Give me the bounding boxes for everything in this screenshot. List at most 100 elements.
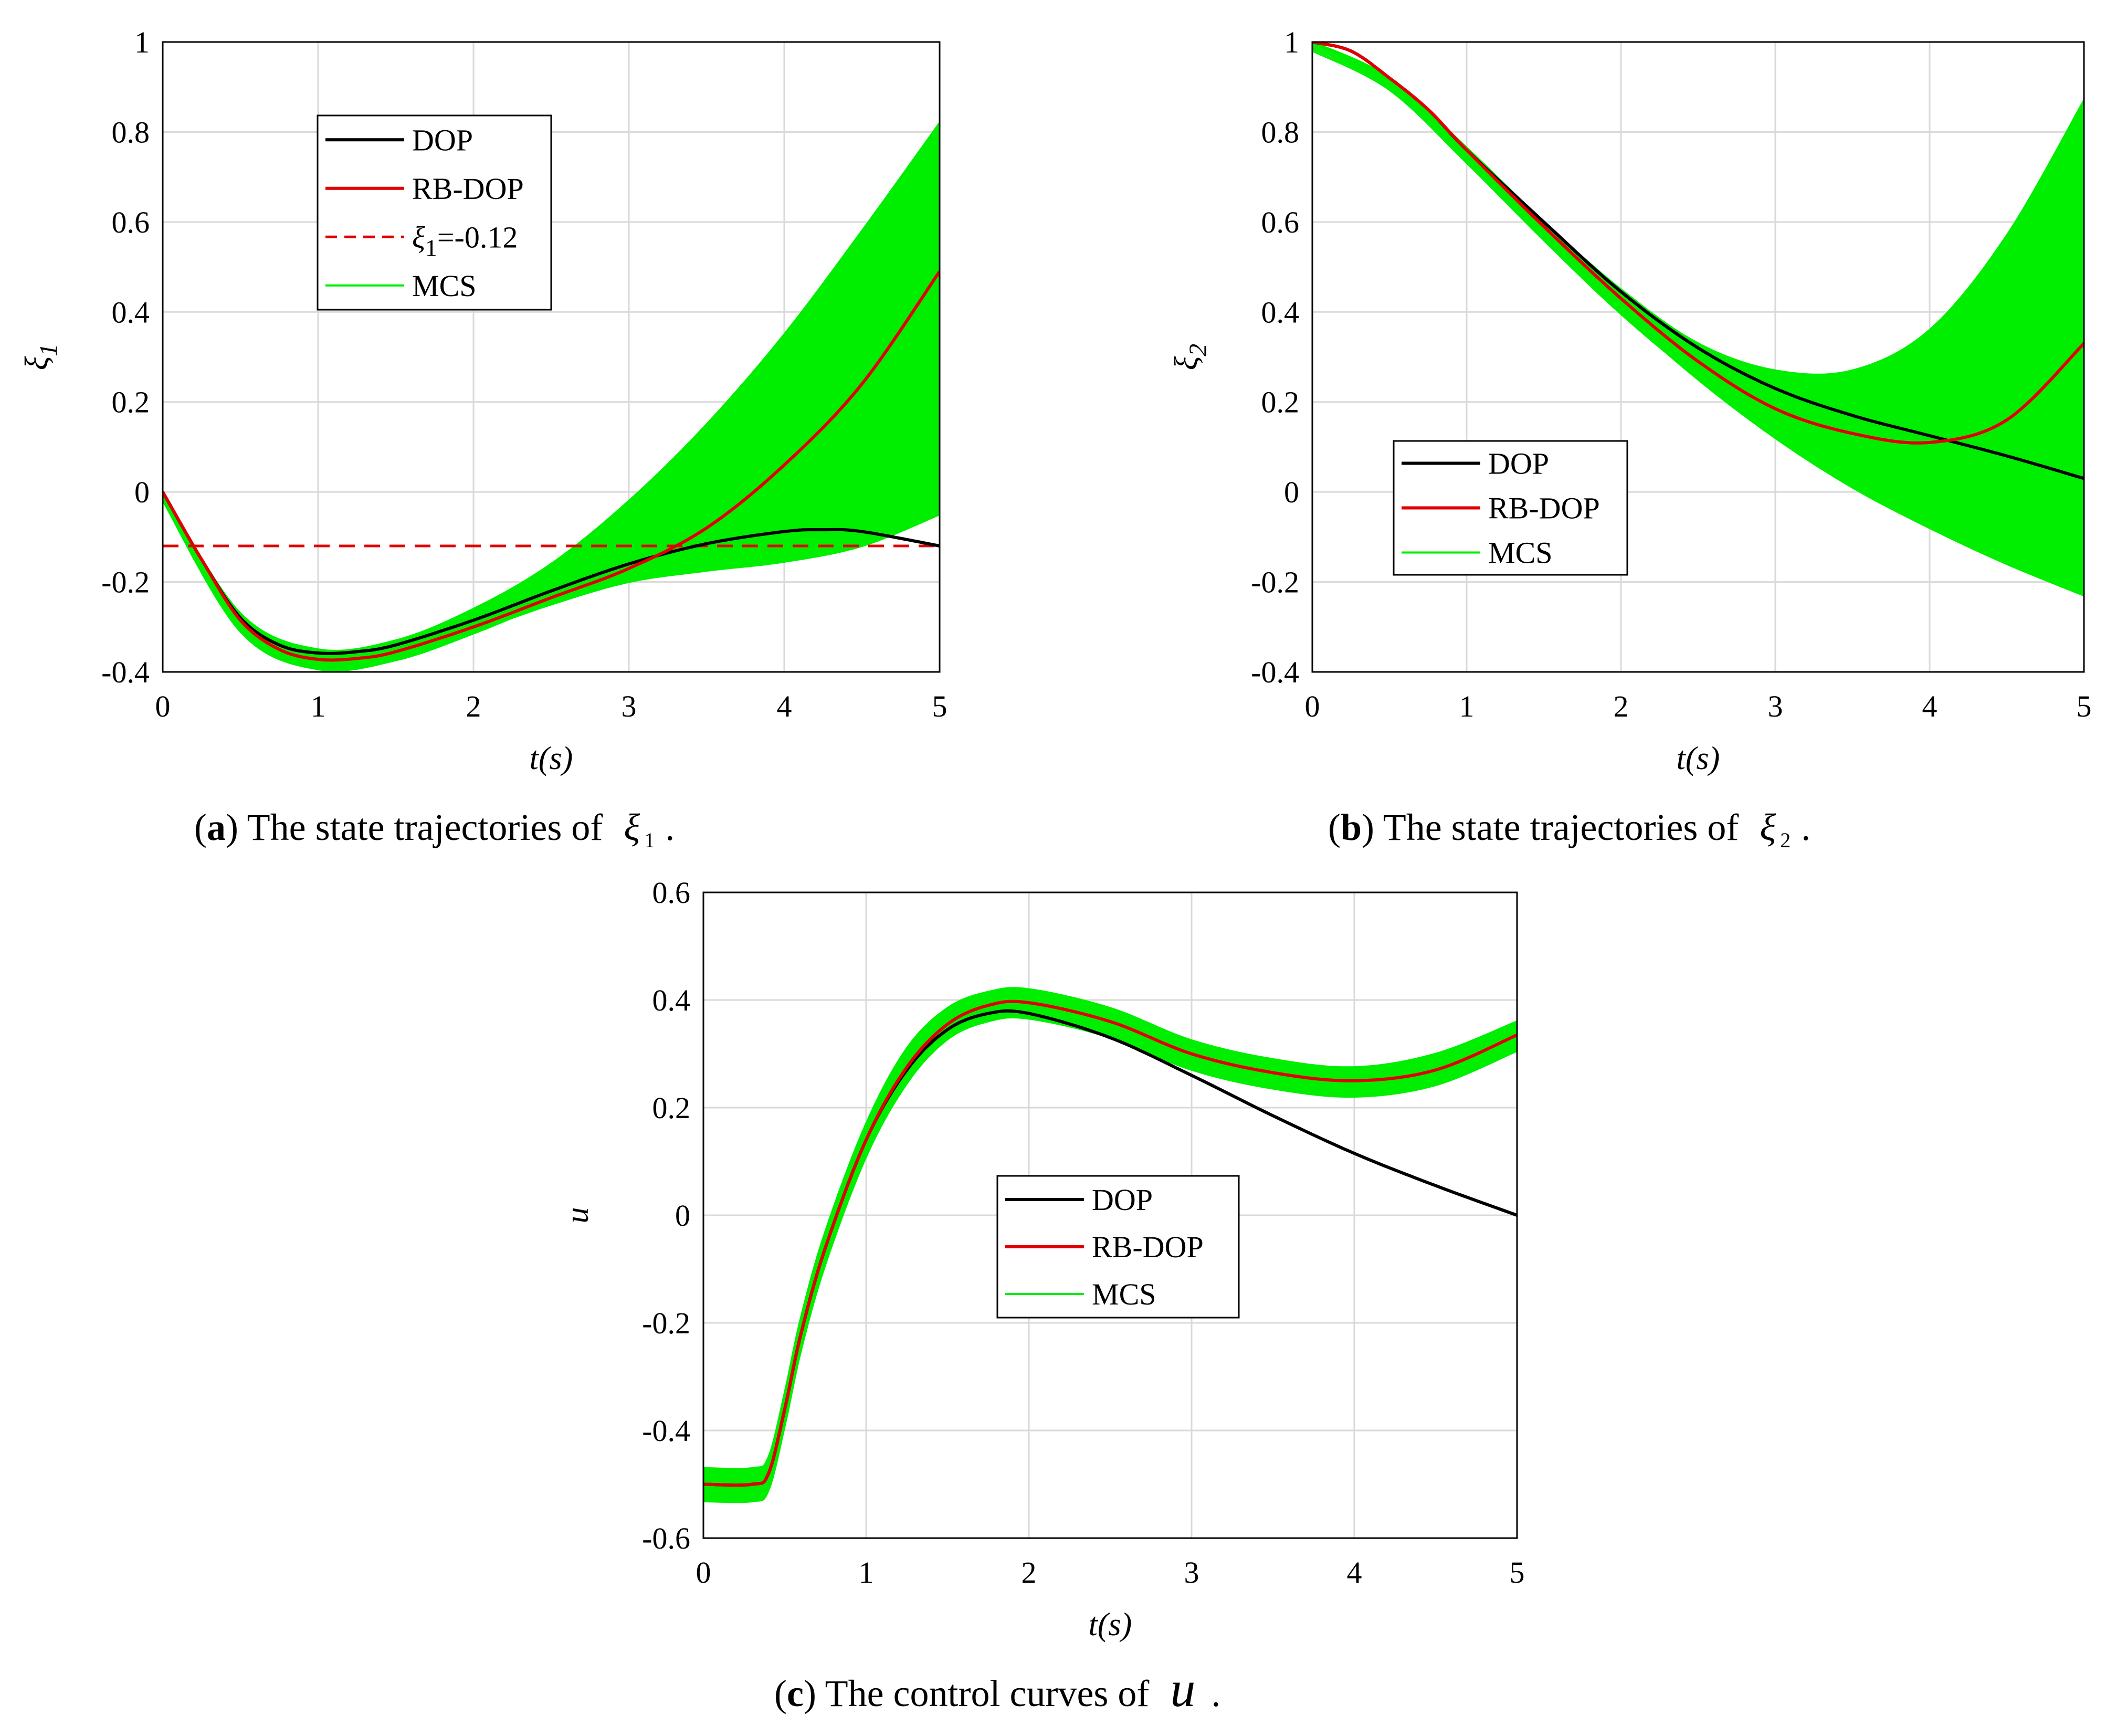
caption-subscript: 1	[644, 828, 655, 852]
legend-label: RB-DOP	[412, 172, 524, 206]
plot-series-group	[163, 121, 940, 672]
y-tick-label: -0.6	[642, 1521, 690, 1555]
y-tick-label: 0.4	[652, 983, 691, 1017]
caption-symbol: u	[1170, 1661, 1195, 1717]
x-tick-label: 1	[1459, 689, 1475, 723]
x-tick-label: 5	[1510, 1555, 1525, 1590]
y-tick-label: 0.4	[1261, 295, 1300, 329]
y-axis-symbol: u	[560, 1207, 595, 1224]
caption-text: ) The state trajectories of	[1362, 806, 1739, 848]
caption-paren: (	[194, 806, 207, 848]
y-tick-label: 0.4	[112, 295, 150, 329]
plot-series-group	[1312, 42, 2084, 597]
y-axis-label: u	[560, 1207, 595, 1224]
y-tick-label: -0.4	[642, 1414, 690, 1448]
y-tick-label: 0.8	[1261, 115, 1300, 149]
y-tick-label: 0.6	[652, 876, 691, 910]
caption-symbol: ξ	[1760, 806, 1776, 848]
x-tick-label: 5	[2077, 689, 2092, 723]
mcs-sample-line	[703, 1017, 1517, 1503]
panel-c-chart: 0 1 2 3 4 5 -0.6 -0.4 -0.2 0 0.2 0.4 0.6 t(s) u DOP RB-D…	[560, 876, 1525, 1717]
legend: DOP RB-DOP MCS	[1393, 440, 1628, 576]
x-tick-label: 3	[622, 689, 637, 723]
x-tick-label: 4	[777, 689, 792, 723]
axes-box	[162, 41, 941, 673]
y-tick-label: 0.2	[112, 385, 150, 419]
y-axis-label: ξ1	[19, 344, 62, 371]
legend: DOP RB-DOP MCS	[996, 1175, 1240, 1319]
caption-paren: (	[774, 1672, 787, 1714]
legend-label: MCS	[412, 269, 477, 303]
legend-label: DOP	[1092, 1183, 1153, 1217]
x-tick-label: 1	[859, 1555, 874, 1590]
caption-subscript: 2	[1780, 828, 1791, 852]
panel-a-chart: 0 1 2 3 4 5-0.4-0.200.20.40.60.81t(s)ξ1DOPRB-…	[19, 25, 947, 852]
mcs-sample-line	[1312, 50, 2084, 479]
legend-label: RB-DOP	[1488, 491, 1600, 525]
y-tick-label: -0.2	[101, 565, 150, 599]
panel-b-chart: 0 1 2 3 4 5-0.4-0.200.20.40.60.81t(s)ξ2DOPRB-…	[1168, 25, 2092, 852]
x-axis-label: t(s)	[1677, 741, 1720, 776]
caption-paren: (	[1328, 806, 1341, 848]
plot-series-group	[703, 987, 1517, 1503]
rbdop-line	[1312, 42, 2084, 445]
y-tick-label: -0.2	[642, 1306, 690, 1340]
x-tick-label: 0	[696, 1555, 711, 1590]
legend-subscript: 1	[425, 234, 437, 261]
y-tick-label: 0.6	[1261, 205, 1300, 239]
x-tick-label: 5	[932, 689, 947, 723]
y-tick-label: -0.2	[1251, 565, 1299, 599]
y-tick-label: 0	[675, 1198, 690, 1233]
caption-end: .	[665, 806, 675, 848]
legend-label: DOP	[412, 123, 473, 157]
legend-suffix: =-0.12	[437, 220, 518, 254]
x-tick-label: 4	[1347, 1555, 1362, 1590]
x-tick-label: 4	[1922, 689, 1937, 723]
y-axis-symbol: ξ	[1168, 356, 1204, 370]
caption-end: .	[1211, 1672, 1220, 1714]
axes-box	[1311, 41, 2085, 673]
y-tick-label: 0.2	[652, 1091, 691, 1125]
x-tick-label: 0	[1305, 689, 1320, 723]
axes-box	[702, 891, 1518, 1539]
y-tick-label: 0	[134, 475, 150, 509]
caption-end: .	[1801, 806, 1810, 848]
legend-label: DOP	[1488, 447, 1549, 481]
x-tick-label: 2	[466, 689, 481, 723]
y-tick-label: 0.2	[1261, 385, 1300, 419]
y-axis-subscript: 1	[35, 344, 62, 356]
y-tick-label: -0.4	[101, 655, 150, 689]
y-tick-label: 0.6	[112, 205, 150, 239]
caption-letter: a	[207, 806, 226, 848]
y-tick-label: -0.4	[1251, 655, 1299, 689]
y-tick-label: 1	[1284, 25, 1299, 59]
y-tick-label: 0	[1284, 475, 1299, 509]
legend: DOP RB-DOP ξ1=-0.12 MCS	[317, 114, 552, 311]
y-axis-subscript: 2	[1184, 344, 1212, 356]
legend-label: RB-DOP	[1092, 1230, 1204, 1264]
x-tick-label: 3	[1768, 689, 1783, 723]
legend-symbol: ξ	[412, 220, 425, 254]
x-tick-label: 3	[1184, 1555, 1199, 1590]
caption-text: ) The control curves of	[804, 1672, 1149, 1714]
legend-label: MCS	[1488, 536, 1553, 570]
legend-box	[317, 114, 552, 311]
x-tick-label: 2	[1614, 689, 1629, 723]
y-tick-label: 1	[134, 25, 150, 59]
mcs-sample-line	[163, 405, 940, 672]
y-tick-label: 0.8	[112, 115, 150, 149]
y-axis-label: ξ2	[1168, 344, 1212, 371]
y-axis-symbol: ξ	[19, 356, 55, 370]
panel-caption: (c) The control curves of u.	[774, 1661, 1220, 1717]
x-tick-label: 2	[1022, 1555, 1037, 1590]
rbdop-line	[703, 999, 1517, 1487]
panel-caption: (b) The state trajectories of ξ 2.	[1328, 806, 1810, 852]
dop-line	[163, 491, 940, 655]
x-tick-label: 1	[311, 689, 326, 723]
legend-label: MCS	[1092, 1277, 1156, 1311]
panel-caption: (a) The state trajectories of ξ 1.	[194, 806, 675, 852]
x-tick-label: 0	[155, 689, 171, 723]
caption-text: ) The state trajectories of	[226, 806, 603, 848]
legend-label: ξ1=-0.12	[412, 220, 518, 261]
